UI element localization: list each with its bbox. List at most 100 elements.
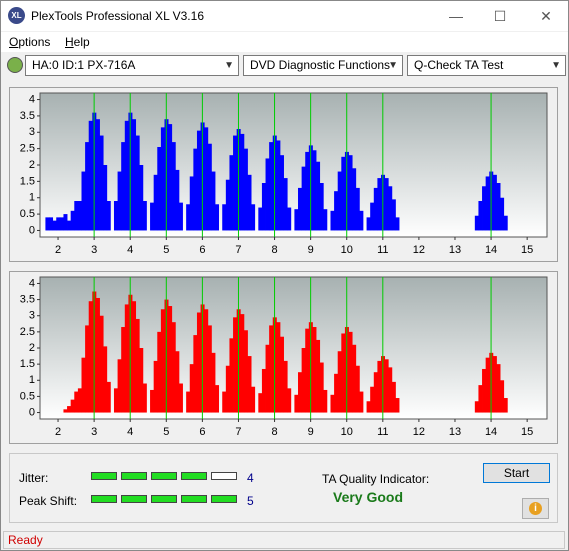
menu-item[interactable]: Help: [65, 35, 90, 49]
bar: [352, 344, 357, 413]
bar: [265, 344, 270, 413]
bar: [294, 209, 299, 231]
y-tick-label: 1: [29, 374, 35, 386]
drive-text: HA:0 ID:1 PX-716A: [32, 58, 136, 72]
bar: [222, 391, 227, 413]
y-tick-label: 0.5: [20, 208, 35, 220]
bar: [485, 176, 490, 231]
x-tick-label: 2: [55, 426, 61, 438]
bar: [247, 174, 252, 231]
status-bar: Ready: [3, 531, 565, 549]
bar: [85, 325, 90, 413]
y-tick-label: 3: [29, 126, 35, 138]
bar: [99, 135, 104, 231]
bar: [482, 186, 487, 231]
bar: [283, 360, 288, 413]
bar: [178, 202, 183, 231]
bar: [99, 315, 104, 413]
bar: [121, 327, 126, 413]
bar: [348, 331, 353, 413]
bar: [319, 183, 324, 231]
chart-panel: 0 0.5 1 1.5 2 2.5 3 3.5 4 2 3 4 5 6 7 8 9 10 11 12 13 14 15: [9, 87, 558, 262]
x-tick-label: 3: [91, 426, 97, 438]
y-tick-label: 3.5: [20, 110, 35, 122]
bar: [388, 186, 393, 231]
drive-icon: [7, 57, 23, 73]
bar: [352, 168, 357, 231]
bar: [142, 383, 147, 413]
bar: [312, 150, 317, 231]
bar: [330, 210, 335, 231]
bar: [384, 178, 389, 231]
y-tick-label: 1.5: [20, 358, 35, 370]
minimize-button[interactable]: —: [449, 8, 463, 24]
x-tick-label: 14: [485, 244, 497, 256]
function-select[interactable]: DVD Diagnostic Functions ▼: [243, 55, 403, 76]
bar: [215, 204, 220, 231]
meter-cell: [151, 472, 177, 480]
bar: [366, 401, 371, 413]
x-tick-label: 11: [377, 244, 388, 256]
bar: [251, 386, 256, 413]
x-tick-label: 12: [413, 244, 425, 256]
bar: [59, 217, 64, 231]
bar: [341, 156, 346, 231]
bar: [142, 201, 147, 231]
meter-cell: [121, 495, 147, 503]
bar: [247, 356, 252, 413]
start-button[interactable]: Start: [483, 463, 550, 483]
info-button[interactable]: i: [522, 498, 549, 519]
bar: [503, 398, 508, 413]
bar: [482, 368, 487, 413]
results-group: [9, 453, 558, 523]
menu-item[interactable]: Options: [9, 35, 51, 49]
bar: [283, 178, 288, 231]
chart: 0 0.5 1 1.5 2 2.5 3 3.5 4 2 3 4 5 6 7 8 9 10 11 12 13 14 15: [20, 276, 548, 438]
meter-cell: [151, 495, 177, 503]
bar: [240, 133, 245, 231]
bar: [359, 210, 364, 231]
bar: [377, 360, 382, 413]
window-title: PlexTools Professional XL V3.16: [31, 9, 204, 23]
bar: [63, 409, 68, 413]
bar: [178, 383, 183, 413]
jitter-meter: [91, 472, 241, 482]
maximize-button[interactable]: ☐: [493, 8, 507, 24]
bar: [233, 135, 238, 231]
y-tick-label: 0: [29, 224, 35, 236]
x-tick-label: 15: [521, 244, 533, 256]
bar: [70, 399, 75, 413]
bar: [287, 388, 292, 413]
bar: [305, 328, 310, 413]
test-select[interactable]: Q-Check TA Test ▼: [407, 55, 566, 76]
bar: [160, 127, 165, 231]
bar: [474, 401, 479, 413]
bar: [189, 364, 194, 413]
x-tick-label: 10: [341, 426, 353, 438]
bar: [106, 381, 111, 413]
bar: [323, 389, 328, 413]
x-tick-label: 4: [127, 244, 133, 256]
bar: [384, 359, 389, 413]
bar: [258, 207, 263, 231]
x-tick-label: 13: [449, 244, 461, 256]
x-tick-label: 3: [91, 244, 97, 256]
function-text: DVD Diagnostic Functions: [250, 58, 391, 72]
y-tick-label: 2: [29, 159, 35, 171]
close-button[interactable]: ✕: [540, 8, 552, 24]
chart-panel: 0 0.5 1 1.5 2 2.5 3 3.5 4 2 3 4 5 6 7 8 9 10 11 12 13 14 15: [9, 271, 558, 444]
bar: [391, 199, 396, 231]
bar: [153, 360, 158, 413]
bar: [204, 309, 209, 413]
jitter-value: 4: [247, 471, 254, 485]
bar: [279, 336, 284, 413]
bar: [496, 364, 501, 413]
bar: [316, 339, 321, 413]
bar: [269, 325, 274, 413]
bar: [117, 359, 122, 413]
bar: [193, 335, 198, 413]
bar: [121, 142, 126, 231]
drive-select[interactable]: HA:0 ID:1 PX-716A ▼: [25, 55, 239, 76]
x-tick-label: 8: [271, 244, 277, 256]
